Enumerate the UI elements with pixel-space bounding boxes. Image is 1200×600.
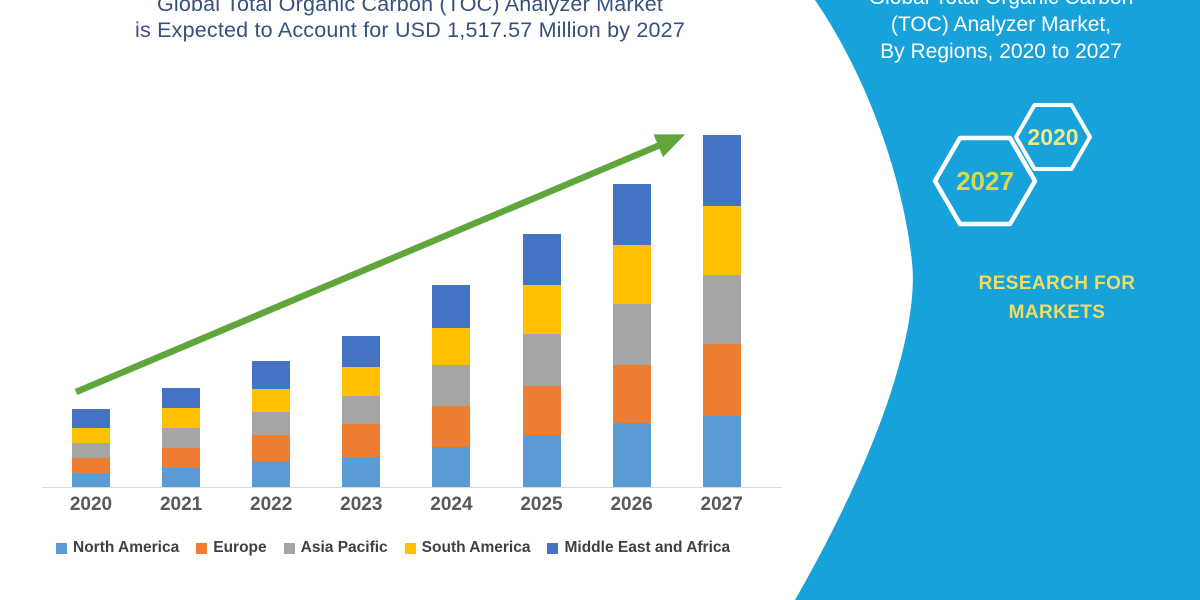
legend-label: Middle East and Africa <box>564 539 731 556</box>
hexagon-2020-label: 2020 <box>1027 124 1078 150</box>
chart-headline-line1: Global Total Organic Carbon (TOC) Analyz… <box>156 0 664 16</box>
bar-segment <box>252 461 291 487</box>
brand-line2: MARKETS <box>1008 302 1106 323</box>
bar-segment <box>252 435 291 461</box>
chart-legend: North America Europe Asia Pacific South Ame… <box>56 539 786 557</box>
side-panel-title-line2: (TOC) Analyzer Market, <box>890 13 1112 36</box>
bar-segment <box>72 472 110 487</box>
legend-swatch-icon <box>404 542 416 554</box>
legend-item: South America <box>404 539 531 557</box>
x-axis-tick-label: 2026 <box>610 494 653 515</box>
hexagon-2020-badge <box>1014 103 1092 171</box>
bar-segment <box>612 422 651 487</box>
bar-segment <box>342 395 381 424</box>
brand-wordmark: RESEARCH FOR MARKETS <box>957 269 1157 327</box>
legend-item: North America <box>56 539 179 557</box>
bar-segment <box>72 442 110 458</box>
bar-segment <box>702 415 741 487</box>
stacked-bar-2021 <box>162 388 201 487</box>
hexagon-2027-label: 2027 <box>956 166 1014 196</box>
bar-segment <box>702 274 741 344</box>
legend-label: North America <box>73 539 180 556</box>
bar-segment <box>162 448 201 468</box>
bar-segment <box>72 457 110 473</box>
bar-segment <box>162 408 201 429</box>
bar-segment <box>162 428 201 449</box>
side-panel-shape <box>795 0 1200 600</box>
legend-item: Middle East and Africa <box>547 539 730 557</box>
brand-line1: RESEARCH FOR <box>978 273 1136 294</box>
x-axis-tick-label: 2024 <box>430 494 473 515</box>
bar-segment <box>522 434 561 487</box>
side-panel-title: Global Total Organic Carbon (TOC) Analyz… <box>848 0 1154 65</box>
bar-segment <box>702 135 741 206</box>
bar-segment <box>702 205 741 275</box>
x-axis-tick-label: 2027 <box>700 494 743 515</box>
bar-segment <box>342 456 381 487</box>
bar-segment <box>432 405 471 447</box>
legend-label: Asia Pacific <box>300 539 388 556</box>
side-panel-title-line3: By Regions, 2020 to 2027 <box>880 40 1122 63</box>
x-axis-tick-label: 2023 <box>340 494 383 515</box>
bar-segment <box>72 427 110 443</box>
legend-swatch-icon <box>56 542 67 554</box>
bar-segment <box>162 468 201 487</box>
x-axis-line <box>42 487 782 488</box>
bar-segment <box>342 423 381 457</box>
stacked-bar-2020 <box>72 408 110 487</box>
side-panel-title-line1: Global Total Organic Carbon <box>848 0 1154 11</box>
x-axis-tick-label: 2021 <box>159 494 203 515</box>
legend-label: Europe <box>213 539 267 556</box>
legend-swatch-icon <box>196 542 208 554</box>
hexagon-2027-badge <box>932 135 1038 227</box>
legend-item: Asia Pacific <box>283 539 388 557</box>
legend-swatch-icon <box>283 542 295 554</box>
bar-segment <box>702 343 741 416</box>
x-axis-tick-label: 2025 <box>520 494 563 515</box>
bar-segment <box>432 446 471 487</box>
x-axis-tick-label: 2022 <box>250 494 293 515</box>
chart-headline: Global Total Organic Carbon (TOC) Analyz… <box>40 0 780 43</box>
legend-label: South America <box>421 539 531 556</box>
stacked-bar-2027 <box>702 135 741 487</box>
x-axis-tick-label: 2020 <box>69 494 113 515</box>
bar-segment <box>72 408 110 428</box>
bar-segment <box>252 412 291 435</box>
legend-swatch-icon <box>547 542 559 554</box>
legend-item: Europe <box>196 539 267 557</box>
chart-headline-line2: is Expected to Account for USD 1,517.57 … <box>134 18 685 42</box>
